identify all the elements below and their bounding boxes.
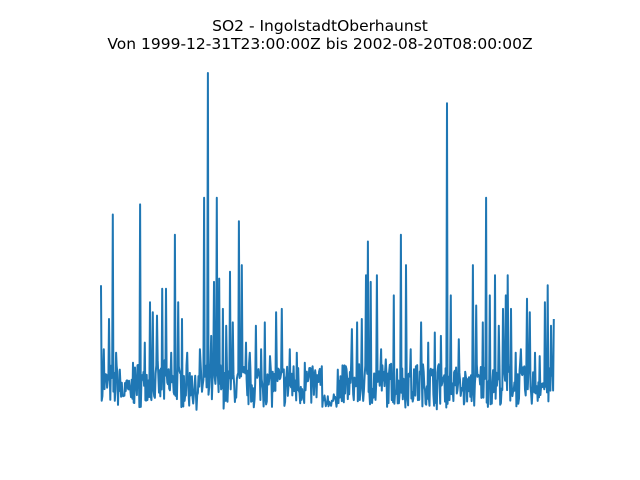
chart-title: SO2 - IngolstadtOberhaunst <box>212 17 428 35</box>
series-line <box>100 72 555 411</box>
chart-subtitle: Von 1999-12-31T23:00:00Z bis 2002-08-20T… <box>107 35 533 53</box>
